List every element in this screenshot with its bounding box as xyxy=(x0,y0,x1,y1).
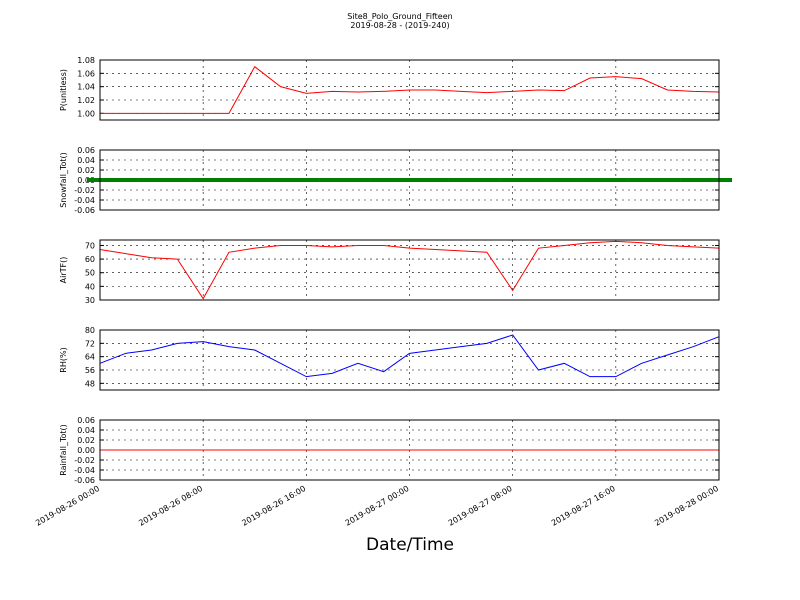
data-point xyxy=(190,178,217,182)
x-tick-label: 2019-08-27 00:00 xyxy=(344,484,411,528)
data-point xyxy=(525,178,552,182)
data-point xyxy=(680,178,707,182)
data-point xyxy=(396,178,423,182)
data-point xyxy=(370,178,397,182)
y-tick-label: 1.06 xyxy=(77,69,95,78)
y-tick-label: 30 xyxy=(85,296,95,305)
x-tick-label: 2019-08-28 00:00 xyxy=(653,484,720,528)
data-point xyxy=(602,178,629,182)
y-tick-label: 40 xyxy=(85,282,95,291)
y-axis-label: Snowfall_Tot() xyxy=(59,152,68,208)
y-tick-label: 48 xyxy=(85,379,95,388)
data-point xyxy=(138,178,165,182)
data-point xyxy=(448,178,475,182)
y-axis-label: Rainfall_Tot() xyxy=(59,424,68,476)
data-point xyxy=(319,178,346,182)
y-tick-label: -0.02 xyxy=(74,456,95,465)
x-tick-label: 2019-08-26 16:00 xyxy=(240,484,307,528)
data-line xyxy=(99,334,720,378)
y-tick-label: 72 xyxy=(85,339,95,348)
plot-frame xyxy=(99,329,720,391)
y-tick-label: 50 xyxy=(85,269,95,278)
y-tick-label: 0.00 xyxy=(77,446,95,455)
y-tick-label: 0.00 xyxy=(77,176,95,185)
y-tick-label: -0.02 xyxy=(74,186,95,195)
y-tick-label: 0.04 xyxy=(77,426,95,435)
y-tick-label: -0.04 xyxy=(74,466,95,475)
data-point xyxy=(267,178,294,182)
x-axis-label: Date/Time xyxy=(366,535,454,555)
x-tick-label: 2019-08-26 08:00 xyxy=(137,484,204,528)
y-tick-label: 70 xyxy=(85,241,95,250)
data-point xyxy=(577,178,604,182)
data-point xyxy=(344,178,371,182)
data-point xyxy=(241,178,268,182)
plot-frame xyxy=(99,149,720,211)
y-tick-label: 1.00 xyxy=(77,109,95,118)
x-tick-label: 2019-08-27 16:00 xyxy=(550,484,617,528)
y-tick-label: 1.04 xyxy=(77,83,95,92)
y-tick-label: 0.04 xyxy=(77,156,95,165)
data-point xyxy=(551,178,578,182)
y-axis-label: P(unitless) xyxy=(59,69,68,111)
x-tick-label: 2019-08-27 08:00 xyxy=(447,484,514,528)
y-tick-label: 80 xyxy=(85,326,95,335)
data-point xyxy=(473,178,500,182)
y-tick-label: -0.06 xyxy=(74,206,95,215)
data-line xyxy=(100,65,720,114)
y-tick-label: 0.06 xyxy=(77,146,95,155)
data-line xyxy=(99,240,720,300)
y-tick-label: 1.02 xyxy=(77,96,95,105)
data-point xyxy=(164,178,191,182)
chart-subtitle: 2019-08-28 - (2019-240) xyxy=(350,21,449,30)
y-tick-label: -0.06 xyxy=(74,476,95,485)
x-tick-label: 2019-08-26 00:00 xyxy=(34,484,101,528)
data-point xyxy=(628,178,655,182)
plot-frame xyxy=(99,419,720,481)
y-axis-label: AirTF() xyxy=(59,257,68,284)
data-point xyxy=(499,178,526,182)
y-tick-label: 64 xyxy=(85,353,95,362)
data-point xyxy=(422,178,449,182)
chart-title: Site8_Polo_Ground_Fifteen xyxy=(347,12,452,21)
y-axis-label: RH(%) xyxy=(59,347,68,372)
y-tick-label: 0.06 xyxy=(77,416,95,425)
y-tick-label: 0.02 xyxy=(77,436,95,445)
y-tick-label: 60 xyxy=(85,255,95,264)
y-tick-label: 1.08 xyxy=(77,56,95,65)
data-point xyxy=(293,178,320,182)
plot-frame xyxy=(99,59,720,121)
data-point xyxy=(654,178,681,182)
data-point xyxy=(112,178,139,182)
y-tick-label: 0.02 xyxy=(77,166,95,175)
y-tick-label: 56 xyxy=(85,366,95,375)
plot-frame xyxy=(99,239,720,301)
y-tick-label: -0.04 xyxy=(74,196,95,205)
data-point xyxy=(215,178,242,182)
